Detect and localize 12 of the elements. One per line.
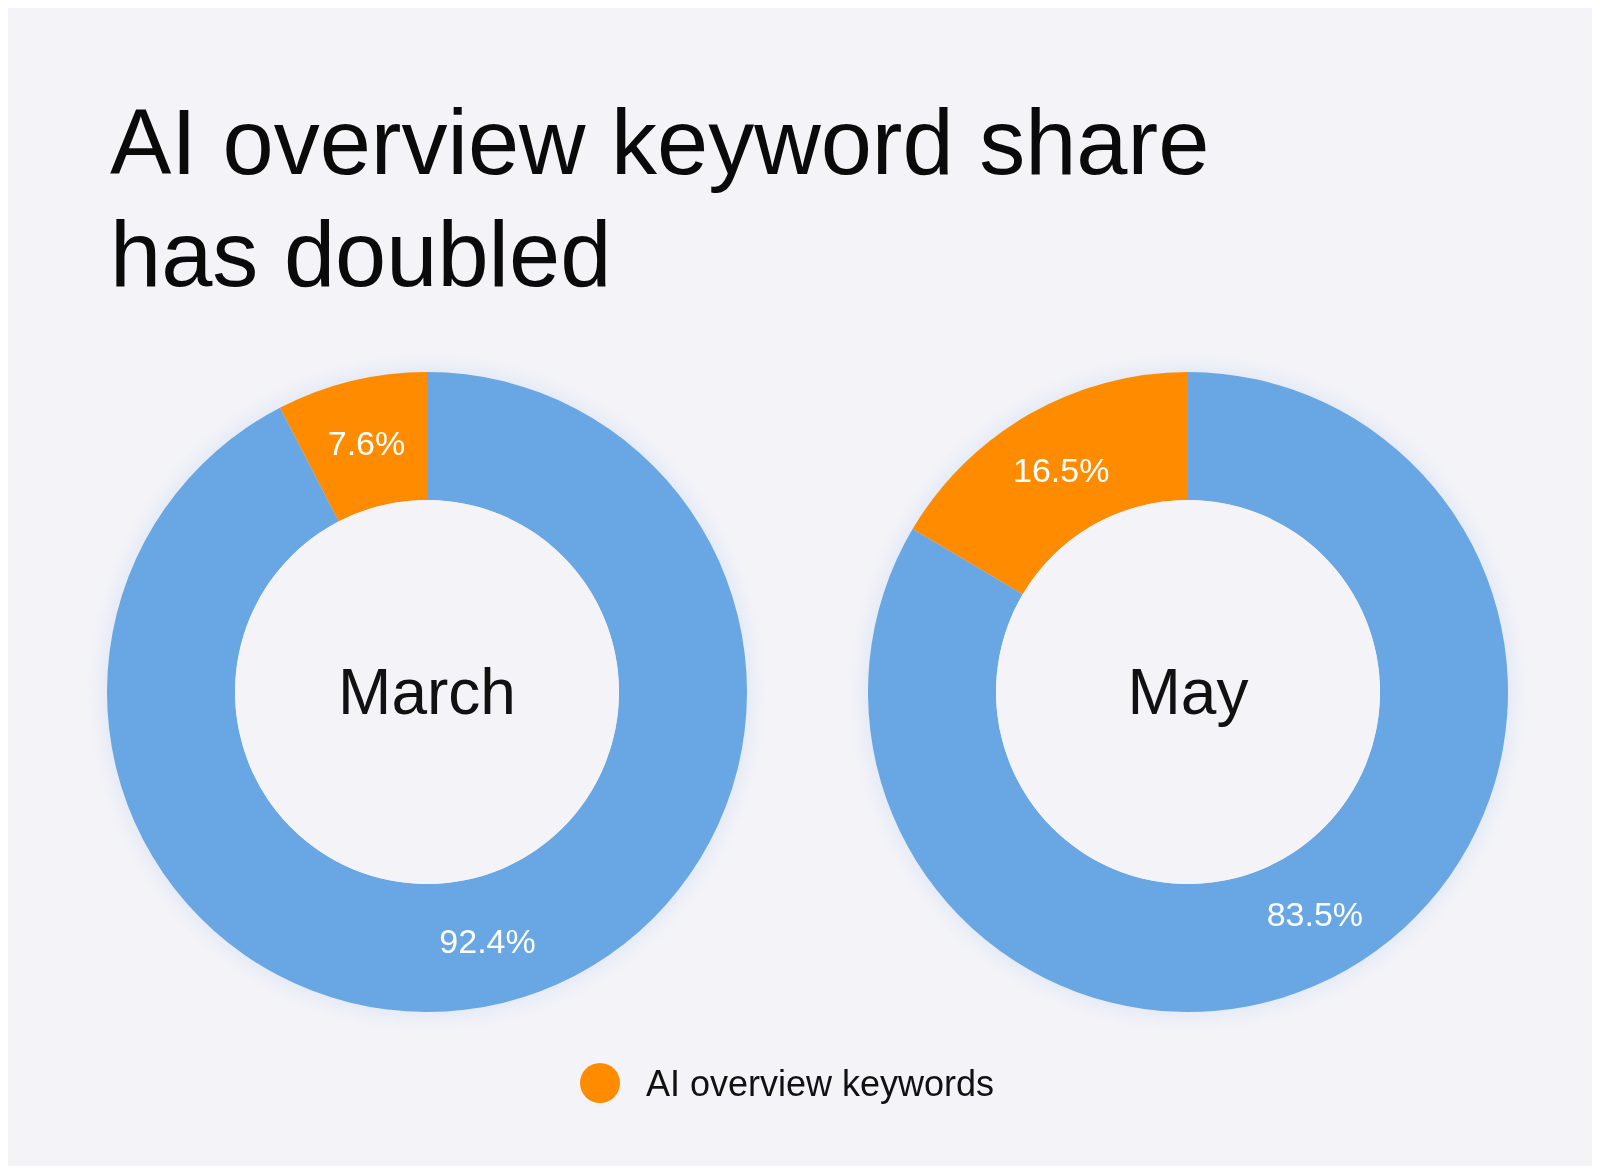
donut-slice — [107, 372, 747, 1012]
legend-label: AI overview keywords — [646, 1062, 995, 1104]
text: May — [1127, 656, 1249, 728]
data-label: 16.5% — [1012, 450, 1110, 489]
donut-slice — [868, 372, 1508, 1012]
data-label: 92.4% — [439, 921, 536, 960]
donut-slice — [279, 372, 427, 522]
chart-title: AI overview keyword share has doubled — [110, 91, 1210, 305]
data-label: 7.6% — [327, 424, 406, 463]
text: March — [338, 656, 516, 728]
data-label: 83.5% — [1266, 895, 1364, 934]
donut-slice — [912, 372, 1188, 595]
